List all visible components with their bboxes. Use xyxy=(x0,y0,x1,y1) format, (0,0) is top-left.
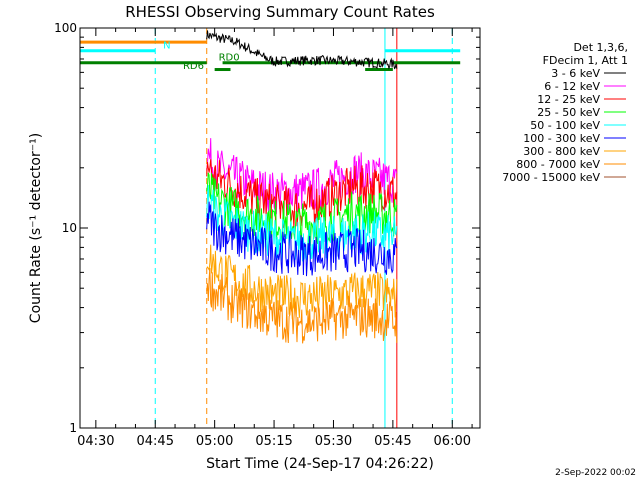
legend-label: 6 - 12 keV xyxy=(544,80,600,93)
x-axis-label: Start Time (24-Sep-17 04:26:22) xyxy=(206,456,434,472)
annotation-label: N xyxy=(163,41,170,52)
legend-header: Det 1,3,6, xyxy=(573,41,628,54)
x-tick-label: 05:30 xyxy=(315,434,352,449)
x-tick-label: 05:45 xyxy=(374,434,411,449)
annotation-label: RD0 xyxy=(219,53,240,64)
y-tick-label: 1 xyxy=(69,421,77,435)
axes: 04:30 04:45 05:00 05:15 05:30 05:45 06:00 1 10 10… xyxy=(54,21,480,449)
y-tick-label: 10 xyxy=(62,221,77,235)
x-tick-label: 05:15 xyxy=(255,434,292,449)
x-tick-label: 04:30 xyxy=(77,434,114,449)
x-tick-label: 04:45 xyxy=(137,434,174,449)
legend-label: 100 - 300 keV xyxy=(523,132,600,145)
legend-label: 12 - 25 keV xyxy=(537,93,600,106)
legend-label: 25 - 50 keV xyxy=(537,106,600,119)
series-line xyxy=(206,268,398,344)
legend-label: 300 - 800 keV xyxy=(523,145,600,158)
chart-title: RHESSI Observing Summary Count Rates xyxy=(125,3,435,21)
plot-frame xyxy=(79,27,481,429)
legend-label: 800 - 7000 keV xyxy=(516,158,600,171)
footer-date: 2-Sep-2022 00:02 xyxy=(555,468,636,478)
legend-label: 7000 - 15000 keV xyxy=(502,171,600,184)
legend-header: FDecim 1, Att 1 xyxy=(543,54,628,67)
y-axis-label: Count Rate (s⁻¹ detector⁻¹) xyxy=(28,133,44,323)
y-tick-label: 100 xyxy=(54,21,77,35)
annotation-label: RD6 xyxy=(183,61,204,72)
x-tick-label: 06:00 xyxy=(434,434,471,449)
plot-content: N RD0 RD6 xyxy=(79,28,461,428)
legend-label: 50 - 100 keV xyxy=(530,119,600,132)
legend-label: 3 - 6 keV xyxy=(551,67,600,80)
x-tick-label: 05:00 xyxy=(196,434,233,449)
series-line xyxy=(206,30,398,70)
series-line xyxy=(206,201,398,277)
